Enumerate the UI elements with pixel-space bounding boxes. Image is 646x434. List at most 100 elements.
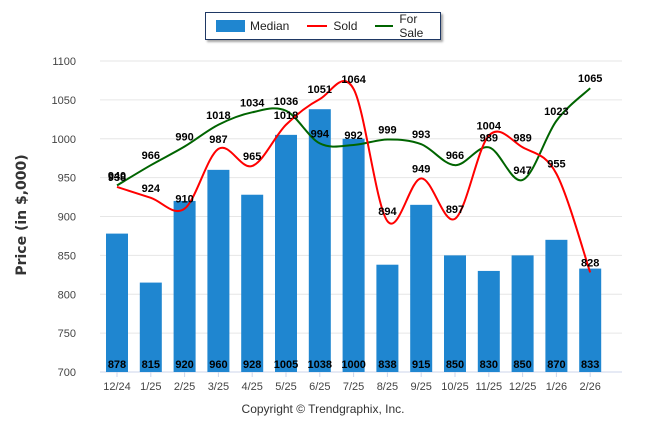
copyright-text: Copyright © Trendgraphix, Inc. [241,402,405,416]
y-tick-label: 850 [58,250,76,262]
x-tick-label: 2/26 [579,381,600,393]
sold-point-label: 894 [378,206,397,218]
sold-point-label: 910 [175,194,193,206]
for-sale-point-label: 1034 [240,97,265,109]
sold-swatch-icon [307,25,328,27]
for-sale-point-label: 993 [412,129,430,141]
for-sale-point-label: 1036 [274,96,298,108]
sold-point-label: 897 [446,204,464,216]
median-bar [545,239,568,372]
y-tick-label: 700 [58,367,76,379]
median-bar [410,204,433,372]
x-tick-label: 12/24 [103,381,131,393]
for-sale-point-label: 1023 [544,106,568,118]
y-tick-label: 800 [58,289,76,301]
y-axis-label: Price (in $,000) [14,154,30,276]
legend-label: Sold [333,19,358,33]
median-bar-label: 850 [513,359,531,371]
median-bar-label: 960 [209,359,227,371]
median-bar-label: 1005 [274,359,298,371]
y-tick-label: 950 [58,173,76,185]
median-bar [511,255,534,372]
x-tick-label: 1/26 [546,381,567,393]
x-axis: 12/24 1/25 2/25 3/25 4/25 5/25 6/25 7/25 8/25 9/2… [100,371,622,393]
sold-point-label: 1064 [341,74,366,86]
for-sale-point-label: 994 [311,128,330,140]
median-bar-label: 928 [243,359,261,371]
for-sale-point-label: 1065 [578,73,602,85]
y-tick-label: 1100 [52,56,76,68]
sold-point-label: 1018 [274,110,298,122]
for-sale-point-label: 947 [513,165,531,177]
median-bar-label: 1038 [308,359,332,371]
data-labels: 878 815 920 960 928 1005 1038 1000 838 915 850 830 8… [108,73,603,371]
x-tick-label: 6/25 [309,381,330,393]
median-bar [579,268,602,372]
for-sale-point-label: 940 [108,170,126,182]
sold-line [116,80,592,273]
legend-label: For Sale [399,12,424,40]
median-bar-label: 915 [412,359,430,371]
x-tick-label: 3/25 [208,381,229,393]
median-bar-label: 833 [581,359,599,371]
sold-point-label: 938 [108,172,126,184]
x-tick-label: 8/25 [377,381,398,393]
x-tick-label: 11/25 [475,381,502,393]
for-sale-point-label: 992 [344,130,362,142]
median-bar-label: 815 [142,359,160,371]
median-bar [444,255,466,372]
median-bar [207,169,230,372]
legend-label: Median [250,19,290,33]
x-tick-label: 10/25 [441,381,469,393]
for-sale-point-label: 1018 [206,110,230,122]
median-bar-label: 830 [480,359,498,371]
y-tick-label: 900 [58,212,76,224]
for-sale-point-label: 999 [378,125,396,137]
for-sale-point-label: 989 [480,132,498,144]
median-bar [241,194,264,372]
y-tick-label: 1050 [52,95,76,107]
x-tick-label: 9/25 [410,381,431,393]
median-bar [139,282,162,372]
sold-point-label: 949 [412,163,430,175]
sold-point-label: 1051 [308,84,332,96]
x-tick-label: 4/25 [241,381,262,393]
x-tick-label: 5/25 [275,381,296,393]
median-bar [342,138,365,372]
for-sale-point-label: 966 [142,150,160,162]
sold-point-label: 1004 [477,121,502,133]
sold-point-label: 924 [142,183,161,195]
for-sale-point-label: 990 [175,132,193,144]
median-bar [173,200,196,372]
sold-point-label: 965 [243,151,261,163]
median-swatch-icon [216,20,245,32]
median-bar-label: 850 [446,359,464,371]
median-bar [308,109,331,372]
x-tick-label: 12/25 [509,381,537,393]
x-tick-label: 1/25 [140,381,161,393]
for-sale-line [116,87,591,187]
y-axis: 700 750 800 850 900 950 1000 1050 1100 [52,56,76,379]
x-tick-label: 2/25 [174,381,195,393]
legend-item-for-sale[interactable]: For Sale [375,12,440,40]
median-bar-label: 1000 [341,359,365,371]
x-tick-label: 7/25 [343,381,364,393]
y-tick-label: 750 [58,328,76,340]
y-tick-label: 1000 [52,134,76,146]
median-bar-label: 870 [547,359,565,371]
median-bar-label: 920 [175,359,193,371]
sold-point-label: 828 [581,257,599,269]
median-bar-label: 838 [378,359,396,371]
median-bar-label: 878 [108,359,126,371]
sold-point-label: 987 [209,134,227,146]
median-bar [376,264,399,372]
median-bar [106,233,128,372]
median-bars [106,109,602,372]
legend: Median Sold For Sale [205,12,441,40]
median-bar [477,270,500,372]
series-lines [116,80,592,273]
legend-item-median[interactable]: Median [216,19,289,33]
legend-item-sold[interactable]: Sold [307,19,357,33]
median-bar [275,134,297,372]
